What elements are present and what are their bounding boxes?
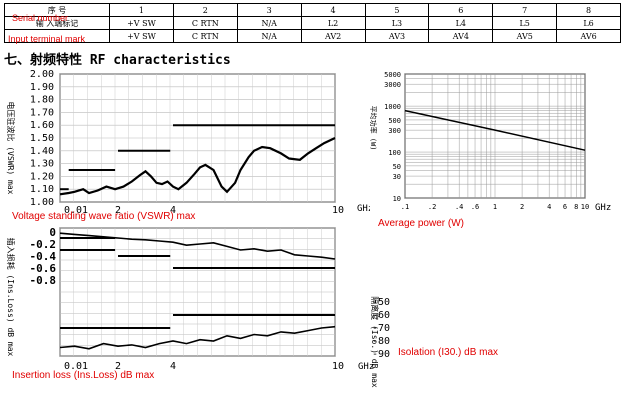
power-ytick-label: 50 bbox=[393, 163, 401, 171]
insloss-ytick-label: -0.8 bbox=[30, 274, 57, 287]
table-cell: +V SW bbox=[109, 29, 174, 43]
power-xtick-label: 10 bbox=[581, 203, 589, 211]
power-xtick-label: .2 bbox=[428, 203, 436, 211]
table-row: 输 入端标记 +V SW C RTN N/A L2 L3 L4 L5 L6 bbox=[4, 16, 621, 30]
table-cell: AV3 bbox=[364, 29, 430, 43]
vswr-ytick-label: 1.20 bbox=[30, 171, 54, 182]
table-cell: 5 bbox=[364, 3, 430, 17]
table-cell: L4 bbox=[428, 16, 494, 30]
table-row: 序 号 1 2 3 4 5 6 7 8 bbox=[4, 3, 621, 17]
power-xlabel: GHz bbox=[595, 203, 611, 213]
vswr-xtick-label: 2 bbox=[115, 205, 121, 216]
vswr-ytick-label: 1.10 bbox=[30, 184, 54, 195]
table-cell: +V SW bbox=[109, 16, 174, 30]
table-row: +V SW C RTN N/A AV2 AV3 AV4 AV5 AV6 bbox=[4, 29, 621, 43]
iso-ytick-label: -80 bbox=[372, 336, 390, 347]
annotation-avg-power: Average power (W) bbox=[378, 218, 464, 229]
power-ytick-label: 300 bbox=[388, 127, 401, 135]
vswr-ytick-label: 1.50 bbox=[30, 133, 54, 144]
table-cell: L2 bbox=[300, 16, 366, 30]
power-xtick-label: 2 bbox=[520, 203, 524, 211]
insloss-xtick-label: 0.01 bbox=[64, 361, 88, 372]
insloss-ytick-label: -0.6 bbox=[30, 262, 57, 275]
table-cell: L6 bbox=[556, 16, 621, 30]
isolation-measured-line bbox=[59, 325, 336, 350]
iso-ytick-label: -60 bbox=[372, 310, 390, 321]
vswr-ytick-label: 1.40 bbox=[30, 146, 54, 157]
insloss-xtick-label: 4 bbox=[170, 361, 176, 372]
table-cell: C RTN bbox=[172, 16, 238, 30]
table-cell: 1 bbox=[109, 3, 174, 17]
power-ytick-label: 100 bbox=[388, 149, 401, 157]
power-xtick-label: .6 bbox=[471, 203, 479, 211]
table-cell: 4 bbox=[300, 3, 366, 17]
power-ytick-label: 3000 bbox=[384, 81, 401, 89]
table-cell: 7 bbox=[492, 3, 558, 17]
table-cell: N/A bbox=[236, 29, 302, 43]
section-title: 七、射频特性 RF characteristics bbox=[4, 53, 231, 68]
power-xtick-label: 6 bbox=[563, 203, 567, 211]
insloss-xtick-label: 10 bbox=[332, 361, 344, 372]
insloss-ytick-label: -0.2 bbox=[30, 238, 57, 251]
vswr-xlabel: GHz bbox=[357, 204, 370, 214]
power-chart: 平均功率 (W) 5000 3000 1000 500 300 100 50 30 10 .1.… bbox=[369, 71, 611, 213]
pin-table: 序 号 1 2 3 4 5 6 7 8 输 入端标记 +V SW C RTN N… bbox=[4, 3, 621, 43]
annotation-vswr: Voltage standing wave ratio (VSWR) max bbox=[12, 211, 196, 222]
insloss-xtick-label: 2 bbox=[115, 361, 121, 372]
table-cell: 3 bbox=[236, 3, 302, 17]
row-label-blank bbox=[4, 29, 110, 43]
insloss-ytick-label: -0.4 bbox=[30, 250, 57, 263]
annotation-isolation: Isolation (I30.) dB max bbox=[398, 347, 499, 358]
annotation-serial-number: Serial number bbox=[12, 13, 69, 23]
power-ytick-label: 10 bbox=[393, 195, 401, 203]
vswr-ytick-label: 2.00 bbox=[30, 69, 54, 80]
insloss-ytick-label: 0 bbox=[49, 226, 56, 239]
vswr-ytick-label: 1.80 bbox=[30, 95, 54, 106]
vswr-ytick-label: 1.70 bbox=[30, 107, 54, 118]
power-line bbox=[404, 109, 586, 151]
insloss-measured-line bbox=[59, 232, 336, 260]
table-cell: L3 bbox=[364, 16, 430, 30]
iso-ytick-label: -50 bbox=[372, 297, 390, 308]
table-cell: AV2 bbox=[300, 29, 366, 43]
iso-ylabel: 隔离度 (Iso.) dB max bbox=[370, 296, 380, 388]
vswr-chart: 电压驻波比 (VSWR) max 2.00 1.90 1.801.70 1.60 1.5… bbox=[6, 69, 370, 216]
power-ytick-label: 1000 bbox=[384, 103, 401, 111]
table-cell: N/A bbox=[236, 16, 302, 30]
iso-ytick-label: -70 bbox=[372, 323, 390, 334]
annotation-input-terminal: Input terminal mark bbox=[8, 34, 86, 44]
insloss-xlabel: GHz bbox=[358, 362, 374, 372]
annotation-insloss: Insertion loss (Ins.Loss) dB max bbox=[12, 370, 155, 381]
insloss-chart: 插入损耗 (Ins.Loss) dB max 隔离度 (Iso.) dB max… bbox=[6, 226, 390, 388]
table-cell: AV6 bbox=[556, 29, 621, 43]
vswr-ytick-label: 1.30 bbox=[30, 159, 54, 170]
vswr-xtick-label: 4 bbox=[170, 205, 176, 216]
table-cell: 8 bbox=[556, 3, 621, 17]
insloss-ylabel: 插入损耗 (Ins.Loss) dB max bbox=[6, 238, 16, 357]
power-ylabel: 平均功率 (W) bbox=[369, 106, 378, 151]
vswr-ytick-label: 1.00 bbox=[30, 197, 54, 208]
iso-ytick-label: -90 bbox=[372, 349, 390, 360]
power-xtick-label: 4 bbox=[547, 203, 551, 211]
vswr-ytick-label: 1.90 bbox=[30, 82, 54, 93]
vswr-ytick-label: 1.60 bbox=[30, 120, 54, 131]
power-ytick-label: 5000 bbox=[384, 71, 401, 79]
table-cell: 6 bbox=[428, 3, 494, 17]
vswr-xtick-label: 10 bbox=[332, 205, 344, 216]
vswr-ylabel: 电压驻波比 (VSWR) max bbox=[6, 102, 16, 195]
table-cell: 2 bbox=[172, 3, 238, 17]
power-xtick-label: .4 bbox=[455, 203, 463, 211]
table-cell: L5 bbox=[492, 16, 558, 30]
power-ytick-label: 30 bbox=[393, 173, 401, 181]
power-xtick-label: .1 bbox=[401, 203, 409, 211]
vswr-measured-line bbox=[59, 137, 336, 196]
table-cell: AV4 bbox=[428, 29, 494, 43]
table-cell: C RTN bbox=[172, 29, 238, 43]
power-ytick-label: 500 bbox=[388, 117, 401, 125]
vswr-xtick-label: 0.01 bbox=[64, 205, 88, 216]
power-xtick-label: 8 bbox=[574, 203, 578, 211]
table-cell: AV5 bbox=[492, 29, 558, 43]
power-xtick-label: 1 bbox=[493, 203, 497, 211]
